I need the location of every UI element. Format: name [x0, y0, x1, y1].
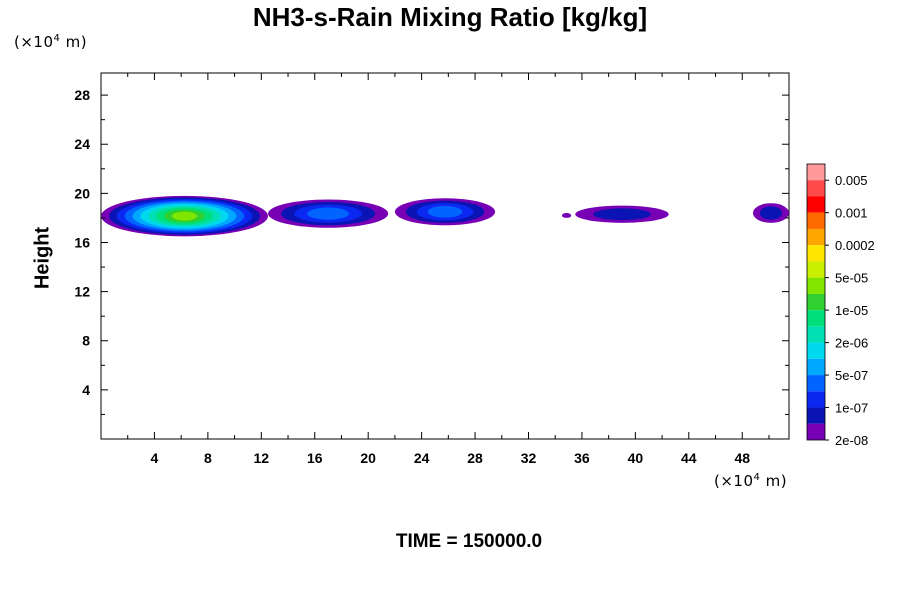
x-tick-label: 48: [734, 450, 750, 466]
contour-feature-1-level-9: [171, 211, 198, 221]
colorbar-swatch: [807, 293, 825, 311]
contour-feature-2-level-3: [307, 207, 350, 220]
colorbar-swatch: [807, 375, 825, 392]
y-tick-label: 4: [82, 382, 90, 398]
x-tick-label: 40: [628, 450, 644, 466]
colorbar-label: 0.005: [835, 173, 868, 188]
y-tick-label: 20: [74, 185, 90, 201]
x-tick-label: 36: [574, 450, 590, 466]
y-tick-label: 24: [74, 136, 90, 152]
y-axis-unit: (×104 m): [14, 33, 88, 51]
colorbar-swatch: [807, 326, 825, 343]
colorbar-label: 0.0002: [835, 238, 875, 253]
contour-feature-5-level-1: [593, 208, 651, 221]
colorbar-swatch: [807, 407, 825, 424]
colorbar-swatch: [807, 342, 825, 359]
y-axis-ticks: 4 8 12 16 20 24 28: [74, 87, 789, 415]
y-tick-label: 28: [74, 87, 90, 103]
x-axis-ticks: 4 8 12 16 20 24 28 32 36 40 44 48: [127, 73, 770, 466]
x-tick-label: 24: [414, 450, 430, 466]
colorbar-swatch: [807, 212, 825, 229]
colorbar-swatch: [807, 196, 825, 213]
rain-contours: [101, 195, 789, 237]
contour-feature-3-level-3: [427, 205, 463, 218]
colorbar-swatch: [807, 180, 825, 197]
y-tick-label: 8: [82, 333, 90, 349]
x-axis-unit: (×104 m): [714, 472, 788, 490]
y-tick-label: 12: [74, 284, 90, 300]
x-tick-label: 20: [360, 450, 376, 466]
colorbar: 0.005 0.001 0.0002 5e-05 1e-05 2e-06 5e-07 1e-0…: [806, 163, 875, 448]
x-tick-label: 16: [307, 450, 323, 466]
colorbar-swatch: [807, 423, 825, 440]
colorbar-swatch: [807, 358, 825, 376]
colorbar-frame: [806, 163, 826, 441]
x-tick-label: 28: [467, 450, 483, 466]
time-label: TIME = 150000.0: [395, 531, 543, 552]
colorbar-label: 0.001: [835, 206, 868, 221]
colorbar-swatch: [807, 391, 825, 408]
colorbar-swatch: [807, 261, 825, 278]
plot-frame: [100, 72, 790, 440]
colorbar-label: 2e-06: [835, 336, 868, 351]
colorbar-label: 5e-05: [835, 271, 868, 286]
colorbar-label: 1e-07: [835, 401, 868, 416]
contour-feature-6-level-1: [759, 206, 783, 220]
contour-feature-4-level-0: [561, 213, 572, 218]
chart-title: NH3-s-Rain Mixing Ratio [kg/kg]: [252, 2, 648, 32]
colorbar-swatch: [807, 310, 825, 327]
x-tick-label: 32: [521, 450, 537, 466]
colorbar-label: 5e-07: [835, 368, 868, 383]
colorbar-swatch: [807, 164, 825, 181]
colorbar-label: 1e-05: [835, 303, 868, 318]
colorbar-swatch: [807, 228, 825, 246]
x-tick-label: 8: [204, 450, 212, 466]
x-tick-label: 44: [681, 450, 697, 466]
colorbar-swatch: [807, 245, 825, 262]
x-tick-label: 4: [151, 450, 159, 466]
colorbar-label: 2e-08: [835, 433, 868, 448]
x-tick-label: 12: [254, 450, 270, 466]
colorbar-swatch: [807, 277, 825, 294]
y-tick-label: 16: [74, 234, 90, 250]
